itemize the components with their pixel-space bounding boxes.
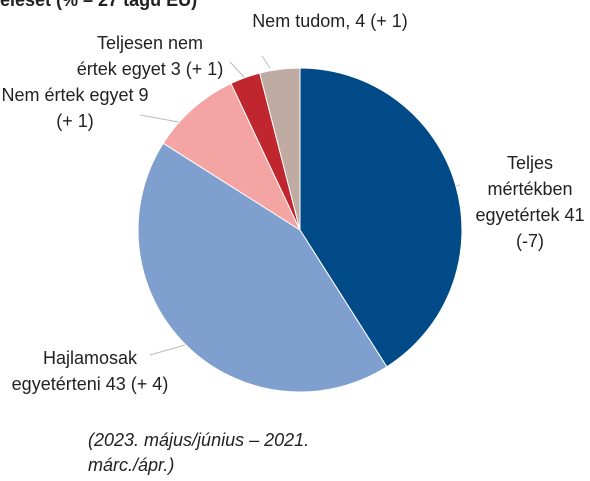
category-label: Nem értek egyet [1,85,134,105]
slice-label: Teljesen nem értek egyet 3 (+ 1) [75,30,225,82]
value-label: 4 [355,11,366,31]
slice-label: Teljes mértékben egyetértek 41 (-7) [462,150,590,254]
pie-slice [259,67,301,231]
category-label: Teljes mértékben egyetértek [475,153,573,225]
leader-line [261,55,271,69]
change-label: (+ 1) [56,111,94,131]
value-label: 41 [564,205,585,225]
slice-label: Nem értek egyet 9 (+ 1) [0,82,150,134]
pie-slice [299,67,463,368]
leader-line [149,344,186,356]
category-label: Teljesen nem értek egyet [76,33,204,79]
change-label: (+ 4) [130,374,169,394]
leader-line [229,61,246,79]
category-label: Hajlamosak egyetérteni [11,348,138,394]
value-label: 43 [105,374,126,394]
chart-title: eleset (% – 27 tagú EU) [0,0,198,10]
note: (2023. május/június – 2021. márc./ápr.) [88,430,310,475]
pie-slice [137,142,388,393]
slice-label: Nem tudom, 4 (+ 1) [240,8,420,34]
change-label: (+ 1) [185,59,224,79]
value-label: 9 [138,85,149,105]
value-label: 3 [170,59,181,79]
change-label: (-7) [516,231,544,251]
category-label: Nem tudom, [252,11,351,31]
change-label: (+ 1) [370,11,408,31]
pie-slice [162,82,302,232]
slice-label: Hajlamosak egyetérteni 43 (+ 4) [5,345,175,397]
